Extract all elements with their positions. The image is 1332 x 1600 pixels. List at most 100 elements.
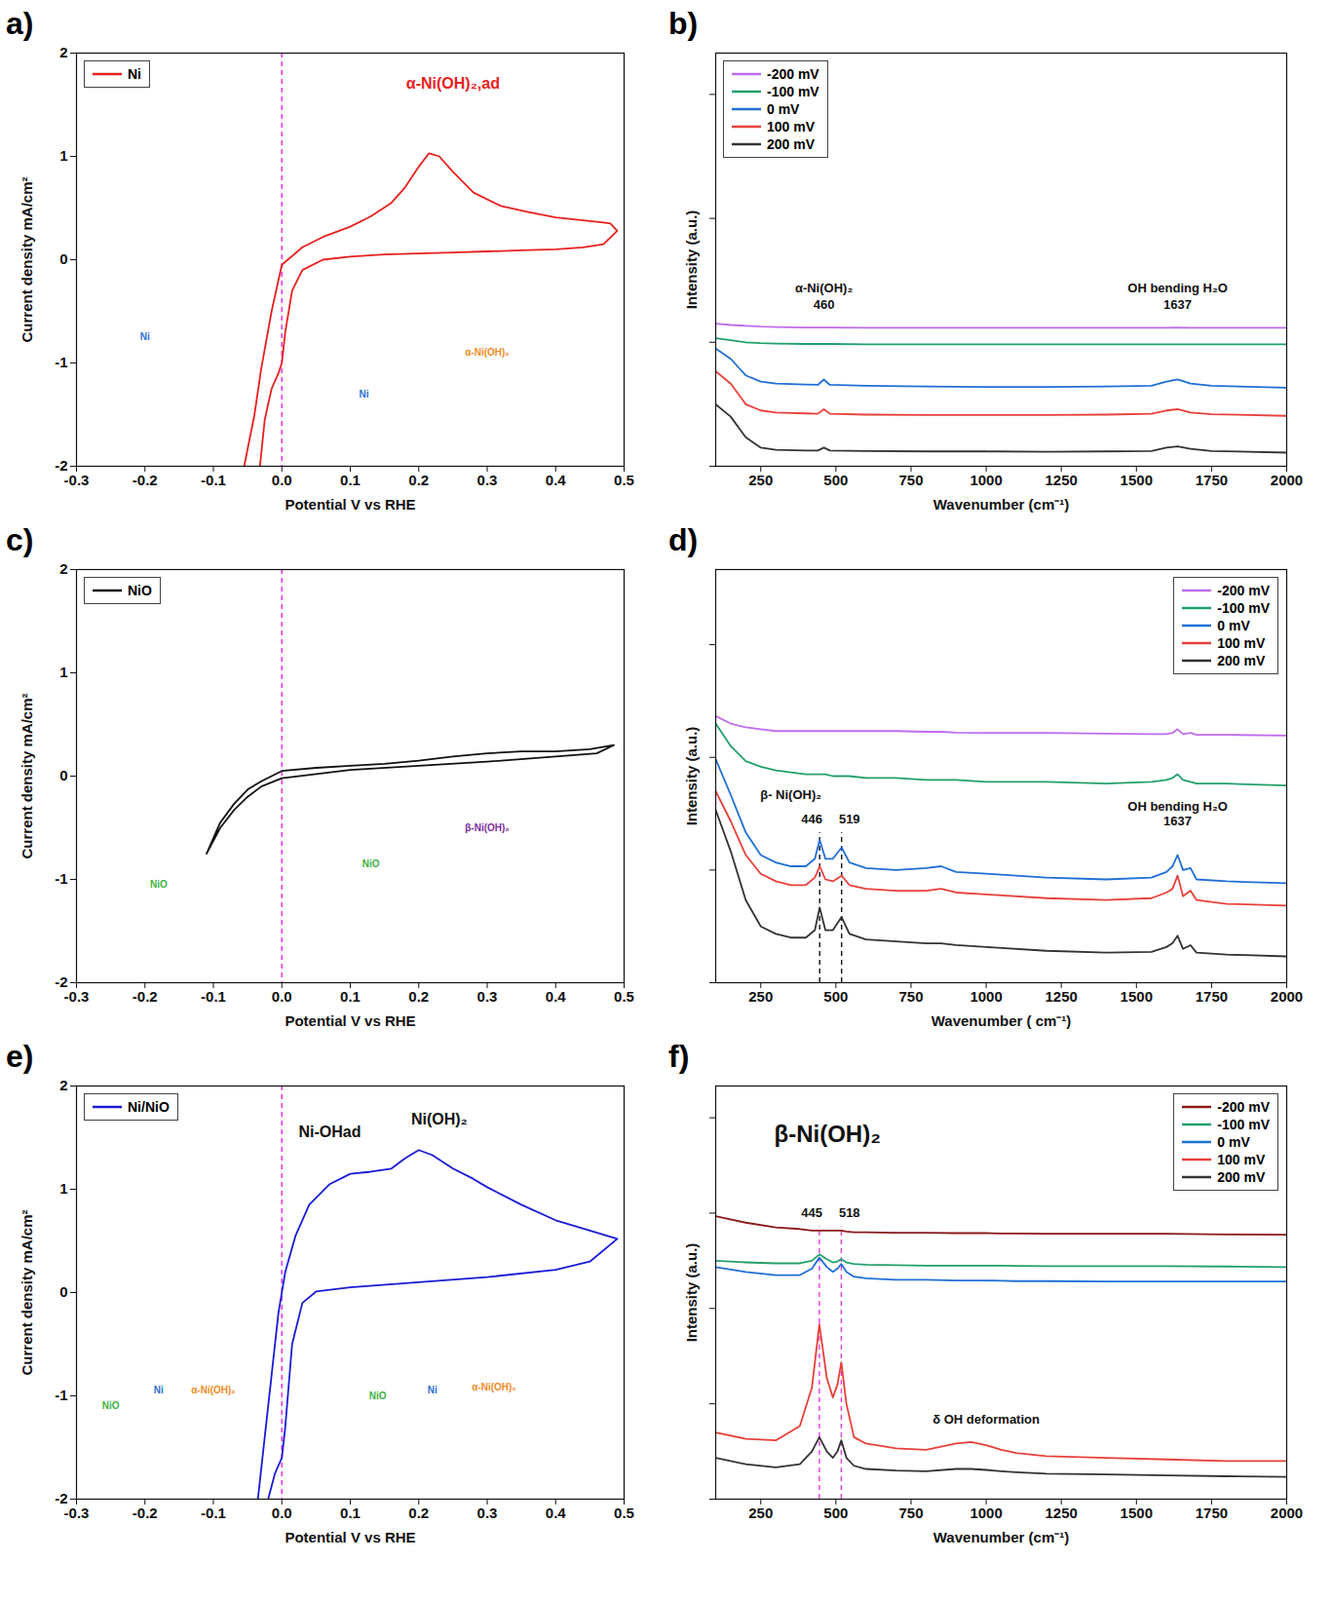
svg-text:750: 750 (898, 988, 923, 1005)
svg-text:β-Ni(OH)₂: β-Ni(OH)₂ (774, 1120, 881, 1147)
svg-text:2: 2 (59, 1076, 68, 1094)
svg-text:-0.2: -0.2 (132, 471, 158, 489)
svg-text:446: 446 (800, 811, 823, 827)
svg-text:1500: 1500 (1120, 1504, 1153, 1522)
svg-text:Intensity (a.u.): Intensity (a.u.) (683, 1243, 700, 1343)
svg-text:-0.1: -0.1 (200, 1504, 227, 1522)
svg-text:-0.1: -0.1 (200, 471, 227, 489)
svg-text:0.1: 0.1 (340, 1504, 361, 1522)
svg-text:1: 1 (59, 663, 68, 681)
svg-text:0.4: 0.4 (545, 471, 568, 489)
svg-text:1750: 1750 (1195, 988, 1228, 1005)
svg-text:0: 0 (59, 250, 68, 267)
svg-text:-0.3: -0.3 (64, 1504, 90, 1522)
svg-text:α-Ni(OH)₂: α-Ni(OH)₂ (795, 280, 853, 296)
svg-text:1750: 1750 (1195, 1504, 1228, 1522)
svg-text:1250: 1250 (1044, 471, 1077, 489)
svg-text:Ni: Ni (359, 388, 370, 400)
svg-text:Current density mA/cm²: Current density mA/cm² (18, 1209, 36, 1375)
svg-text:Ni: Ni (140, 331, 151, 343)
svg-text:α-Ni(OH)₂: α-Ni(OH)₂ (190, 1384, 236, 1396)
svg-text:0.0: 0.0 (271, 1504, 293, 1522)
svg-text:-0.1: -0.1 (200, 988, 227, 1005)
svg-text:1637: 1637 (1163, 813, 1192, 829)
svg-text:Potential V vs RHE: Potential V vs RHE (284, 495, 416, 513)
svg-text:0.5: 0.5 (613, 988, 635, 1005)
svg-text:Intensity (a.u.): Intensity (a.u.) (683, 726, 700, 827)
svg-text:Current density mA/cm²: Current density mA/cm² (18, 692, 36, 859)
svg-text:2000: 2000 (1270, 471, 1303, 489)
svg-text:2000: 2000 (1270, 988, 1303, 1005)
svg-text:0.3: 0.3 (477, 1504, 498, 1522)
svg-text:750: 750 (898, 471, 923, 489)
svg-text:1000: 1000 (969, 988, 1002, 1005)
svg-text:0: 0 (59, 1283, 68, 1300)
svg-text:OH bending H₂O: OH bending H₂O (1127, 280, 1228, 296)
svg-text:Ni(OH)₂: Ni(OH)₂ (411, 1110, 468, 1128)
svg-text:2000: 2000 (1270, 1504, 1303, 1522)
svg-text:α-Ni(OH)₂,ad: α-Ni(OH)₂,ad (406, 75, 500, 92)
svg-text:0.2: 0.2 (408, 471, 429, 489)
svg-text:δ OH deformation: δ OH deformation (932, 1411, 1040, 1427)
svg-text:0.3: 0.3 (477, 988, 498, 1005)
svg-text:0.2: 0.2 (408, 988, 429, 1005)
svg-text:β-Ni(OH)₂: β-Ni(OH)₂ (464, 822, 510, 834)
svg-text:NiO: NiO (150, 878, 168, 890)
svg-text:-0.3: -0.3 (64, 471, 90, 489)
svg-text:NiO: NiO (362, 858, 381, 870)
svg-text:2: 2 (59, 43, 68, 61)
svg-text:Wavenumber (cm⁻¹): Wavenumber (cm⁻¹) (933, 1528, 1069, 1546)
svg-text:-0.3: -0.3 (64, 988, 90, 1005)
svg-text:Intensity (a.u.): Intensity (a.u.) (683, 210, 700, 310)
svg-text:1750: 1750 (1195, 471, 1228, 489)
svg-text:0.1: 0.1 (340, 988, 361, 1005)
svg-text:Ni: Ni (153, 1384, 164, 1396)
svg-text:500: 500 (823, 988, 848, 1005)
svg-text:-0.2: -0.2 (132, 1504, 158, 1522)
svg-text:0.5: 0.5 (613, 1504, 635, 1522)
svg-text:0.0: 0.0 (271, 471, 293, 489)
svg-text:500: 500 (823, 1504, 848, 1522)
svg-text:250: 250 (748, 471, 773, 489)
svg-text:Potential V vs RHE: Potential V vs RHE (284, 1012, 416, 1029)
svg-text:0.5: 0.5 (613, 471, 635, 489)
svg-text:Ni-OHad: Ni-OHad (298, 1123, 361, 1141)
svg-text:445: 445 (800, 1205, 823, 1220)
svg-text:α-Ni(OH)₂: α-Ni(OH)₂ (464, 346, 510, 358)
svg-text:Wavenumber (cm⁻¹): Wavenumber (cm⁻¹) (933, 495, 1069, 513)
svg-text:β- Ni(OH)₂: β- Ni(OH)₂ (760, 787, 822, 802)
svg-text:0.4: 0.4 (545, 988, 568, 1005)
svg-text:1500: 1500 (1120, 988, 1153, 1005)
svg-text:460: 460 (813, 297, 836, 312)
svg-text:NiO: NiO (102, 1400, 120, 1411)
svg-text:OH bending H₂O: OH bending H₂O (1127, 798, 1228, 813)
svg-text:0.0: 0.0 (271, 988, 293, 1005)
svg-text:0.1: 0.1 (340, 471, 361, 489)
svg-text:750: 750 (898, 1504, 923, 1522)
svg-text:Current density mA/cm²: Current density mA/cm² (18, 176, 36, 343)
svg-text:0.4: 0.4 (545, 1504, 568, 1522)
svg-text:0.2: 0.2 (408, 1504, 429, 1522)
svg-text:1637: 1637 (1163, 297, 1192, 312)
svg-text:1000: 1000 (969, 1504, 1002, 1522)
svg-text:518: 518 (838, 1205, 861, 1220)
svg-text:-1: -1 (54, 1386, 68, 1404)
svg-text:-1: -1 (54, 353, 68, 371)
svg-text:250: 250 (748, 1504, 773, 1522)
svg-text:-1: -1 (54, 870, 68, 887)
svg-text:2: 2 (59, 560, 68, 577)
svg-text:1: 1 (59, 147, 68, 164)
svg-text:1: 1 (59, 1179, 68, 1197)
svg-text:500: 500 (823, 471, 848, 489)
svg-text:250: 250 (748, 988, 773, 1005)
svg-text:α-Ni(OH)₂: α-Ni(OH)₂ (471, 1381, 517, 1393)
svg-text:Ni: Ni (427, 1384, 438, 1396)
svg-text:1500: 1500 (1120, 471, 1153, 489)
svg-text:1000: 1000 (969, 471, 1002, 489)
svg-text:NiO: NiO (369, 1390, 387, 1402)
svg-text:-0.2: -0.2 (132, 988, 158, 1005)
svg-text:0.3: 0.3 (477, 471, 498, 489)
svg-text:Potential V vs RHE: Potential V vs RHE (284, 1528, 416, 1546)
svg-text:0: 0 (59, 766, 68, 784)
svg-text:519: 519 (838, 811, 861, 827)
